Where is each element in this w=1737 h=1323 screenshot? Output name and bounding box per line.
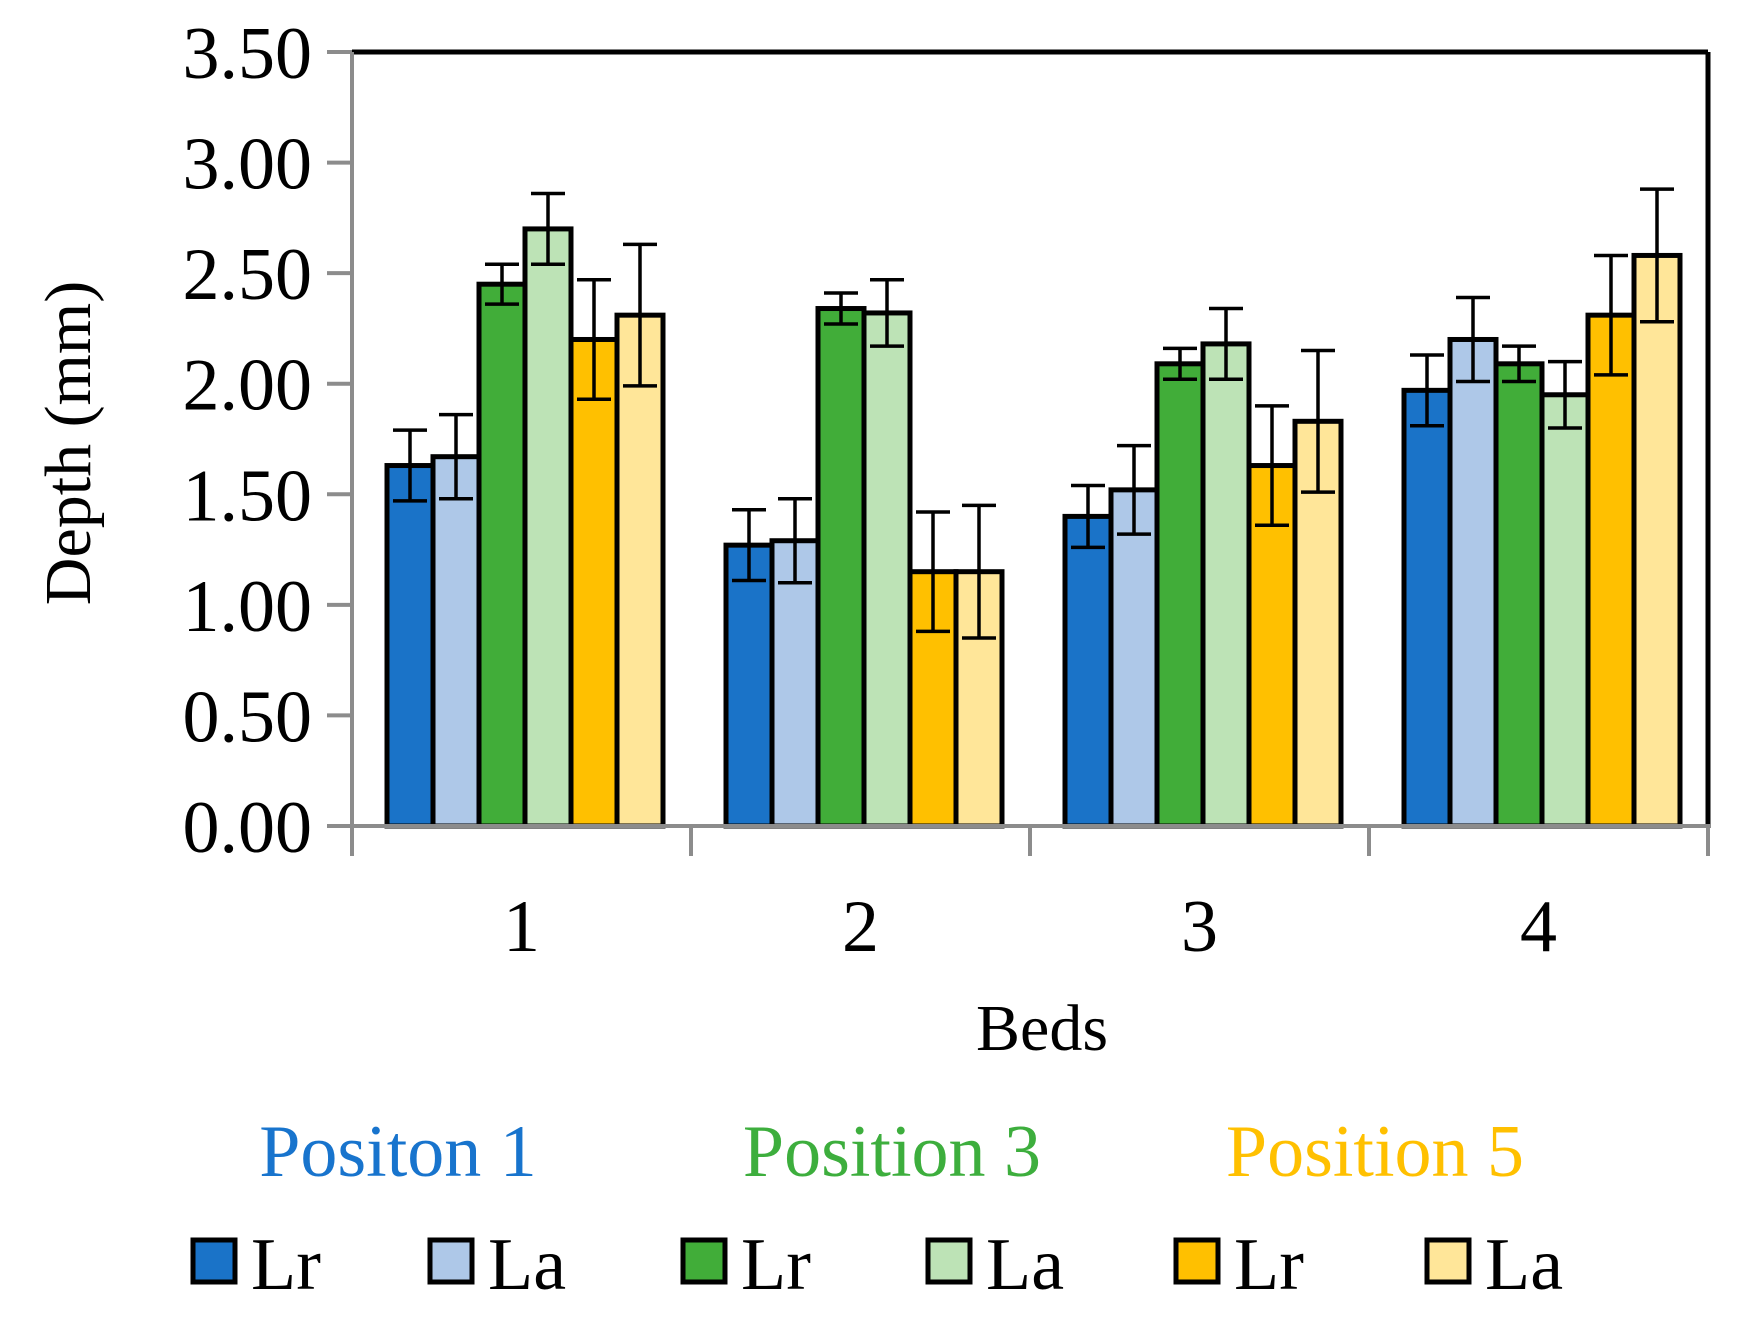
bar bbox=[1200, 341, 1252, 829]
x-tick-label: 1 bbox=[503, 886, 540, 968]
bar bbox=[430, 454, 482, 829]
legend-label: La bbox=[488, 1224, 566, 1306]
x-tick-label: 3 bbox=[1181, 886, 1218, 968]
legend-group-label: Position 3 bbox=[743, 1111, 1041, 1193]
plot-frame bbox=[352, 49, 1711, 826]
legend-item: Lr bbox=[1173, 1224, 1304, 1306]
legend-item: La bbox=[427, 1224, 566, 1306]
legend-group-label: Positon 1 bbox=[259, 1111, 537, 1193]
legend-swatch bbox=[925, 1237, 973, 1285]
bar bbox=[568, 336, 620, 829]
bar bbox=[1539, 392, 1591, 829]
bars-layer bbox=[384, 226, 1683, 829]
legend-label: La bbox=[986, 1224, 1064, 1306]
legend-label: La bbox=[1485, 1224, 1563, 1306]
y-tick-label: 2.00 bbox=[183, 345, 313, 427]
bar bbox=[1401, 387, 1453, 829]
legend-swatch bbox=[1173, 1237, 1221, 1285]
error-bars-layer bbox=[393, 187, 1674, 640]
legend-swatch bbox=[1424, 1237, 1472, 1285]
bar bbox=[815, 306, 867, 829]
x-axis-title: Beds bbox=[976, 992, 1108, 1065]
y-axis-title: Depth (mm) bbox=[32, 281, 105, 605]
y-tick-label: 2.50 bbox=[183, 234, 313, 316]
bar bbox=[1447, 336, 1499, 829]
legend-label: Lr bbox=[741, 1224, 811, 1306]
bar bbox=[1154, 361, 1206, 829]
legend-group-labels: Positon 1 Position 3 Position 5 bbox=[259, 1111, 1524, 1193]
x-tick-label: 2 bbox=[842, 886, 879, 968]
legend-item: La bbox=[1424, 1224, 1563, 1306]
y-tick-label: 0.50 bbox=[183, 676, 313, 758]
y-tick-label: 1.00 bbox=[183, 566, 313, 648]
bar bbox=[1631, 252, 1683, 829]
bar bbox=[476, 281, 528, 829]
legend-label: Lr bbox=[1234, 1224, 1304, 1306]
legend-item: Lr bbox=[680, 1224, 811, 1306]
bar bbox=[723, 542, 775, 829]
x-tick-label: 4 bbox=[1520, 886, 1557, 968]
bar bbox=[1062, 513, 1114, 829]
legend: Lr La Lr La Lr La bbox=[190, 1224, 1563, 1306]
y-tick-label: 1.50 bbox=[183, 455, 313, 537]
bar bbox=[1493, 361, 1545, 829]
legend-swatch bbox=[427, 1237, 475, 1285]
legend-swatch bbox=[190, 1237, 238, 1285]
bar bbox=[861, 310, 913, 829]
bar bbox=[384, 463, 436, 829]
bar bbox=[1585, 312, 1637, 829]
bar bbox=[614, 312, 666, 829]
legend-label: Lr bbox=[251, 1224, 321, 1306]
y-tick-label: 3.00 bbox=[183, 124, 313, 206]
y-tick-label: 3.50 bbox=[183, 13, 313, 95]
legend-item: Lr bbox=[190, 1224, 321, 1306]
bar bbox=[522, 226, 574, 829]
legend-swatch bbox=[680, 1237, 728, 1285]
legend-group-label: Position 5 bbox=[1226, 1111, 1524, 1193]
bar bbox=[1108, 487, 1160, 829]
axes-layer: 0.00 0.50 1.00 1.50 2.00 2.50 3.00 3.50 1 2 3 4 bbox=[183, 13, 1711, 968]
legend-item: La bbox=[925, 1224, 1064, 1306]
y-tick-label: 0.00 bbox=[183, 787, 313, 869]
